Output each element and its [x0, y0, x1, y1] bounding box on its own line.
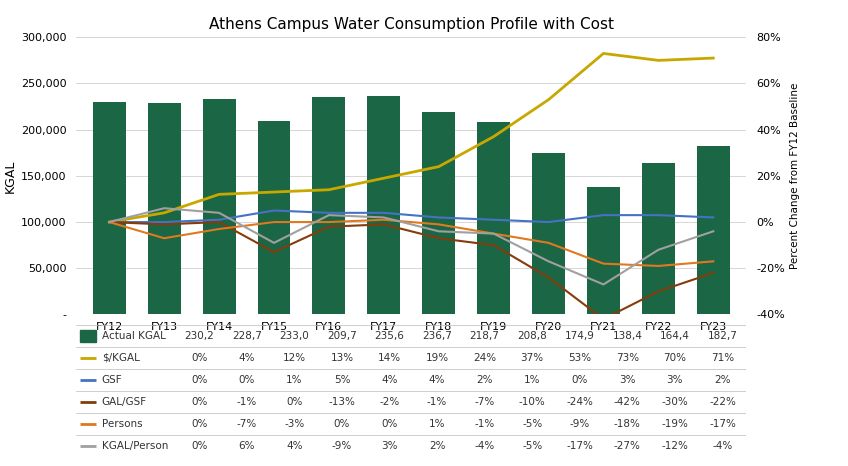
Text: -5%: -5%: [522, 441, 543, 451]
Text: 4%: 4%: [286, 441, 303, 451]
Text: 4%: 4%: [382, 375, 398, 385]
Text: -18%: -18%: [614, 418, 641, 429]
Text: 3%: 3%: [667, 375, 683, 385]
Text: 174,9: 174,9: [565, 331, 594, 341]
Text: 0%: 0%: [191, 441, 208, 451]
Text: 209,7: 209,7: [327, 331, 357, 341]
Text: 138,4: 138,4: [612, 331, 642, 341]
Text: 2%: 2%: [714, 375, 731, 385]
Bar: [312, 97, 345, 315]
Text: 3%: 3%: [382, 441, 398, 451]
Text: 228,7: 228,7: [232, 331, 262, 341]
Text: 4%: 4%: [429, 375, 445, 385]
Text: -24%: -24%: [566, 397, 594, 407]
Bar: [80, 329, 97, 342]
Text: 4%: 4%: [238, 353, 255, 363]
Text: 37%: 37%: [521, 353, 544, 363]
Text: 235,6: 235,6: [375, 331, 404, 341]
Text: -17%: -17%: [566, 441, 594, 451]
Text: 0%: 0%: [286, 397, 303, 407]
Text: 0%: 0%: [334, 418, 350, 429]
Bar: [203, 99, 236, 315]
Bar: [92, 102, 126, 315]
Text: 0%: 0%: [238, 375, 255, 385]
Text: -3%: -3%: [284, 418, 304, 429]
Text: -7%: -7%: [237, 418, 257, 429]
Text: Actual KGAL: Actual KGAL: [102, 331, 165, 341]
Text: -2%: -2%: [379, 397, 399, 407]
Text: -1%: -1%: [237, 397, 257, 407]
Text: 71%: 71%: [711, 353, 734, 363]
Text: 5%: 5%: [334, 375, 350, 385]
Text: 0%: 0%: [191, 418, 208, 429]
Text: 230,2: 230,2: [184, 331, 215, 341]
Bar: [477, 122, 510, 315]
Text: KGAL/Person: KGAL/Person: [102, 441, 168, 451]
Bar: [532, 153, 565, 315]
Text: 218,7: 218,7: [470, 331, 499, 341]
Text: -17%: -17%: [709, 418, 736, 429]
Bar: [697, 146, 730, 315]
Bar: [367, 96, 400, 315]
Text: -4%: -4%: [475, 441, 494, 451]
Y-axis label: KGAL: KGAL: [3, 159, 17, 192]
Text: 1%: 1%: [429, 418, 445, 429]
Text: -5%: -5%: [522, 418, 543, 429]
Bar: [258, 121, 291, 315]
Text: 1%: 1%: [286, 375, 303, 385]
Text: 0%: 0%: [191, 353, 208, 363]
Text: -42%: -42%: [614, 397, 641, 407]
Text: 208,8: 208,8: [517, 331, 547, 341]
Bar: [148, 103, 181, 315]
Text: 13%: 13%: [331, 353, 354, 363]
Text: 233,0: 233,0: [280, 331, 310, 341]
Text: 0%: 0%: [572, 375, 588, 385]
Text: $/KGAL: $/KGAL: [102, 353, 140, 363]
Text: 1%: 1%: [524, 375, 540, 385]
Text: 73%: 73%: [616, 353, 639, 363]
Text: 3%: 3%: [619, 375, 636, 385]
Text: -4%: -4%: [712, 441, 733, 451]
Text: 14%: 14%: [378, 353, 401, 363]
Text: 182,7: 182,7: [707, 331, 738, 341]
Text: 164,4: 164,4: [660, 331, 689, 341]
Text: 12%: 12%: [283, 353, 306, 363]
Text: -30%: -30%: [661, 397, 689, 407]
Text: 2%: 2%: [429, 441, 445, 451]
Title: Athens Campus Water Consumption Profile with Cost: Athens Campus Water Consumption Profile …: [209, 17, 614, 32]
Text: 19%: 19%: [426, 353, 449, 363]
Text: -13%: -13%: [328, 397, 355, 407]
Text: 0%: 0%: [191, 397, 208, 407]
Text: 236,7: 236,7: [422, 331, 452, 341]
Text: 53%: 53%: [568, 353, 591, 363]
Text: 24%: 24%: [473, 353, 496, 363]
Text: -9%: -9%: [570, 418, 590, 429]
Text: GAL/GSF: GAL/GSF: [102, 397, 147, 407]
Text: Persons: Persons: [102, 418, 142, 429]
Text: 0%: 0%: [382, 418, 398, 429]
Bar: [587, 186, 620, 315]
Text: -27%: -27%: [614, 441, 641, 451]
Bar: [642, 163, 675, 315]
Text: 0%: 0%: [191, 375, 208, 385]
Text: -1%: -1%: [427, 397, 447, 407]
Y-axis label: Percent Change from FY12 Baseline: Percent Change from FY12 Baseline: [790, 82, 801, 269]
Text: 2%: 2%: [477, 375, 493, 385]
Text: -12%: -12%: [661, 441, 689, 451]
Bar: [422, 112, 455, 315]
Text: -7%: -7%: [475, 397, 494, 407]
Text: GSF: GSF: [102, 375, 122, 385]
Text: -19%: -19%: [661, 418, 689, 429]
Text: 6%: 6%: [238, 441, 255, 451]
Text: -9%: -9%: [332, 441, 352, 451]
Text: -10%: -10%: [519, 397, 545, 407]
Text: 70%: 70%: [663, 353, 686, 363]
Text: -22%: -22%: [709, 397, 736, 407]
Text: -1%: -1%: [475, 418, 494, 429]
